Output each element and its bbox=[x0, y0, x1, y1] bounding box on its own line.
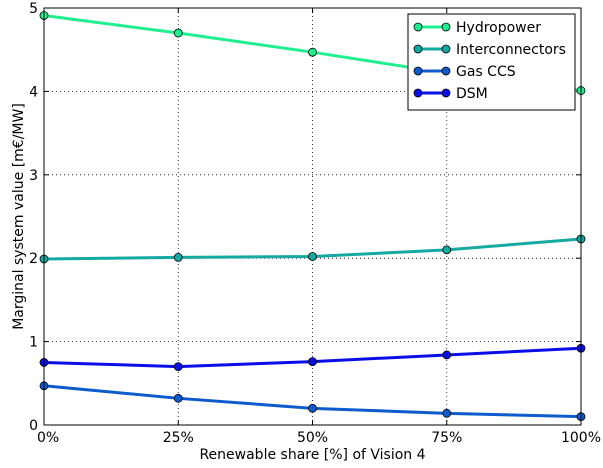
data-point-hydropower bbox=[173, 28, 183, 38]
data-point-gas-ccs bbox=[442, 408, 452, 418]
data-point-interconnectors bbox=[173, 252, 183, 262]
y-tick-label: 5 bbox=[29, 1, 38, 17]
x-tick-label: 100% bbox=[561, 430, 601, 446]
legend-marker-hydropower bbox=[441, 22, 451, 32]
y-tick-label: 1 bbox=[29, 335, 38, 351]
plot-frame bbox=[43, 7, 582, 426]
y-tick-label: 3 bbox=[29, 168, 38, 184]
data-point-hydropower bbox=[308, 47, 317, 57]
legend: Hydropower Interconnectors Gas CCS DSM bbox=[407, 13, 576, 111]
x-axis-ticks: 0% 25% 50% 75% 100% bbox=[37, 8, 601, 446]
y-tick-label: 2 bbox=[29, 251, 38, 267]
legend-label-dsm: DSM bbox=[456, 86, 488, 102]
x-tick-label: 75% bbox=[431, 430, 462, 446]
legend-label-gas-ccs: Gas CCS bbox=[456, 64, 516, 80]
data-point-gas-ccs bbox=[308, 403, 317, 413]
y-axis-label: Marginal system value [m€/MW] bbox=[11, 103, 27, 330]
legend-marker-gas-ccs bbox=[441, 66, 451, 76]
y-tick-label: 4 bbox=[29, 84, 38, 100]
legend-label-hydropower: Hydropower bbox=[456, 20, 541, 36]
x-tick-label: 0% bbox=[37, 430, 59, 446]
legend-marker-dsm bbox=[441, 88, 451, 98]
legend-marker-gas-ccs bbox=[413, 66, 423, 76]
data-point-dsm bbox=[442, 350, 452, 360]
legend-marker-interconnectors bbox=[441, 44, 451, 54]
x-tick-label: 50% bbox=[297, 430, 328, 446]
data-point-gas-ccs bbox=[173, 393, 183, 403]
data-point-dsm bbox=[308, 357, 317, 367]
y-axis-ticks: 0 1 2 3 4 5 bbox=[29, 1, 581, 434]
y-tick-label: 0 bbox=[29, 418, 38, 434]
legend-label-interconnectors: Interconnectors bbox=[456, 42, 566, 58]
legend-marker-interconnectors bbox=[413, 44, 423, 54]
data-point-dsm bbox=[173, 362, 183, 372]
x-axis-label: Renewable share [%] of Vision 4 bbox=[199, 447, 425, 463]
x-tick-label: 25% bbox=[163, 430, 194, 446]
data-point-interconnectors bbox=[308, 252, 317, 261]
legend-marker-dsm bbox=[413, 88, 423, 98]
data-point-interconnectors bbox=[442, 245, 452, 255]
legend-marker-hydropower bbox=[413, 22, 423, 32]
